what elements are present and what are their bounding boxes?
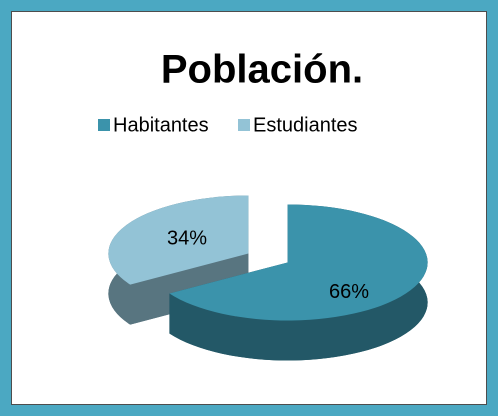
legend-label: Estudiantes — [253, 114, 358, 136]
slice — [169, 204, 428, 361]
legend-label: Habitantes — [113, 114, 209, 136]
slice — [108, 195, 249, 285]
data-label: 34% — [167, 227, 207, 249]
legend-swatch — [238, 119, 250, 131]
data-label: 66% — [329, 281, 369, 303]
slice — [169, 204, 428, 321]
legend-swatch — [98, 119, 110, 131]
chart-title: Población. — [161, 48, 363, 92]
